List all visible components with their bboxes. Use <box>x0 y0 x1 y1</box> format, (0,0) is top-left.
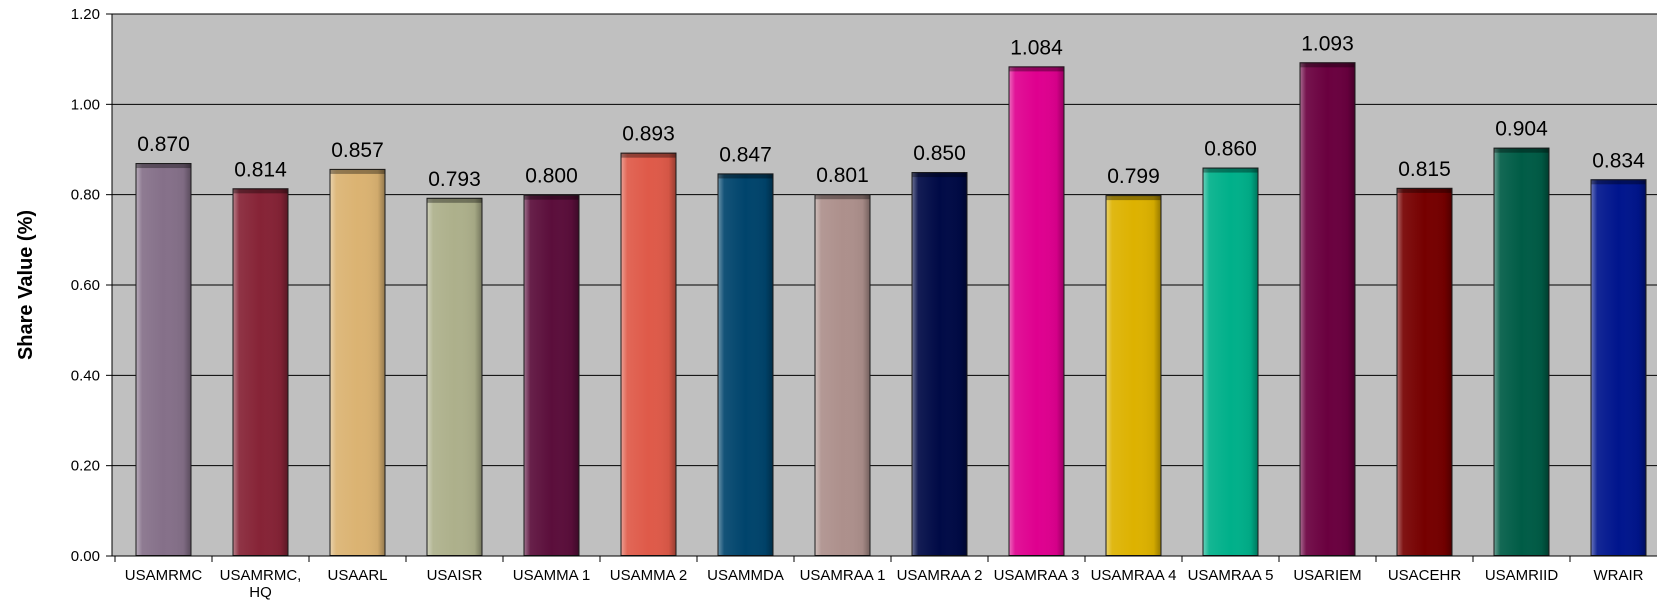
bar-top-edge <box>1590 179 1647 185</box>
bar-bevel <box>135 163 192 557</box>
data-label: 0.850 <box>913 142 966 165</box>
data-label: 0.904 <box>1495 118 1548 141</box>
y-tick-label: 1.20 <box>71 6 100 23</box>
x-category-label: USAMRMC, HQ <box>220 567 302 601</box>
data-label: 0.815 <box>1398 158 1451 181</box>
bar-top-edge <box>814 194 871 200</box>
data-label: 1.084 <box>1010 36 1063 59</box>
bar-top-edge <box>523 194 580 200</box>
y-tick-label: 0.40 <box>71 367 100 384</box>
bar <box>426 197 483 556</box>
bar-top-edge <box>717 173 774 179</box>
y-tick-label: 0.60 <box>71 277 100 294</box>
bar <box>911 172 968 557</box>
bar <box>1590 179 1647 556</box>
x-category-label: USAMMA 1 <box>513 567 591 584</box>
bar-bevel <box>1008 66 1065 556</box>
bar-bevel <box>1396 187 1453 556</box>
bar-top-edge <box>1396 187 1453 193</box>
bar-top-edge <box>135 163 192 169</box>
x-category-labels: USAMRMC USAMRMC, HQ USAARL USAISR USAMMA 1 USA… <box>125 567 1644 601</box>
data-labels: 0.870 0.814 0.857 0.793 0.800 0.893 0.847 0.801… <box>137 32 1645 191</box>
bar <box>1202 167 1259 557</box>
bar <box>329 168 386 556</box>
x-category-label: USACEHR <box>1388 567 1462 584</box>
x-category-label: USAMRAA 4 <box>1091 567 1177 584</box>
bar <box>232 188 289 557</box>
bar-bevel <box>523 194 580 556</box>
data-label: 0.860 <box>1204 138 1257 161</box>
x-category-label: USAMRIID <box>1485 567 1559 584</box>
bar <box>135 163 192 557</box>
x-category-label: USAARL <box>327 567 387 584</box>
bar-top-edge <box>329 168 386 174</box>
y-tick-label: 0.20 <box>71 458 100 475</box>
bar <box>1105 195 1162 556</box>
x-category-label: USAMRAA 5 <box>1188 567 1274 584</box>
data-label: 0.800 <box>525 165 578 188</box>
bar-bevel <box>232 188 289 557</box>
bar-top-edge <box>1008 66 1065 72</box>
bar <box>1008 66 1065 556</box>
x-category-label: USAMRAA 3 <box>994 567 1080 584</box>
y-tick-labels: 0.00 0.20 0.40 0.60 0.80 1.00 1.20 <box>71 6 100 565</box>
bar-top-edge <box>1202 167 1259 173</box>
bar-top-edge <box>1299 62 1356 68</box>
x-category-label: USAMRAA 1 <box>800 567 886 584</box>
bar-top-edge <box>426 197 483 203</box>
data-label: 0.793 <box>428 168 481 191</box>
bars <box>114 62 1647 562</box>
bar-top-edge <box>232 188 289 194</box>
bar-bevel <box>1202 167 1259 557</box>
bar-bevel <box>426 197 483 556</box>
y-tick-label: 0.00 <box>71 548 100 565</box>
bar <box>523 194 580 557</box>
data-label: 0.799 <box>1107 165 1160 188</box>
y-tick-label: 1.00 <box>71 96 100 113</box>
bar <box>717 173 774 557</box>
data-label: 0.870 <box>137 133 190 156</box>
data-label: 0.801 <box>816 164 869 187</box>
bar <box>620 152 677 557</box>
data-label: 0.893 <box>622 123 675 146</box>
x-category-label: USAISR <box>427 567 483 584</box>
data-label: 0.857 <box>331 139 384 162</box>
x-category-label: USAMMDA <box>707 567 784 584</box>
bar <box>814 194 871 556</box>
bar-top-edge <box>620 152 677 158</box>
bar-bevel <box>1105 195 1162 556</box>
bar-top-edge <box>1105 195 1162 201</box>
y-axis-title: Share Value (%) <box>15 210 37 360</box>
data-label: 0.814 <box>234 158 287 181</box>
bar <box>1299 62 1356 556</box>
bar-bevel <box>329 168 386 556</box>
axes <box>111 14 1657 557</box>
bar-bevel <box>717 173 774 556</box>
bar <box>1493 147 1550 556</box>
x-category-label: USARIEM <box>1293 567 1361 584</box>
bar-bevel <box>911 172 968 557</box>
x-category-label: USAMMA 2 <box>610 567 688 584</box>
data-label: 0.847 <box>719 143 772 166</box>
bar-bevel <box>814 194 871 556</box>
bar-top-edge <box>911 172 968 178</box>
y-tick-label: 0.80 <box>71 187 100 204</box>
bar-bevel <box>1299 62 1356 556</box>
bar <box>1396 187 1453 556</box>
data-label: 0.834 <box>1592 149 1645 172</box>
bar-bevel <box>1493 147 1550 556</box>
x-category-label: WRAIR <box>1594 567 1644 584</box>
bar-bevel <box>620 152 677 556</box>
data-label: 1.093 <box>1301 32 1354 55</box>
bar-top-edge <box>1493 147 1550 153</box>
x-category-label: USAMRMC <box>125 567 203 584</box>
bar-bevel <box>1590 179 1647 556</box>
x-category-label: USAMRAA 2 <box>897 567 983 584</box>
